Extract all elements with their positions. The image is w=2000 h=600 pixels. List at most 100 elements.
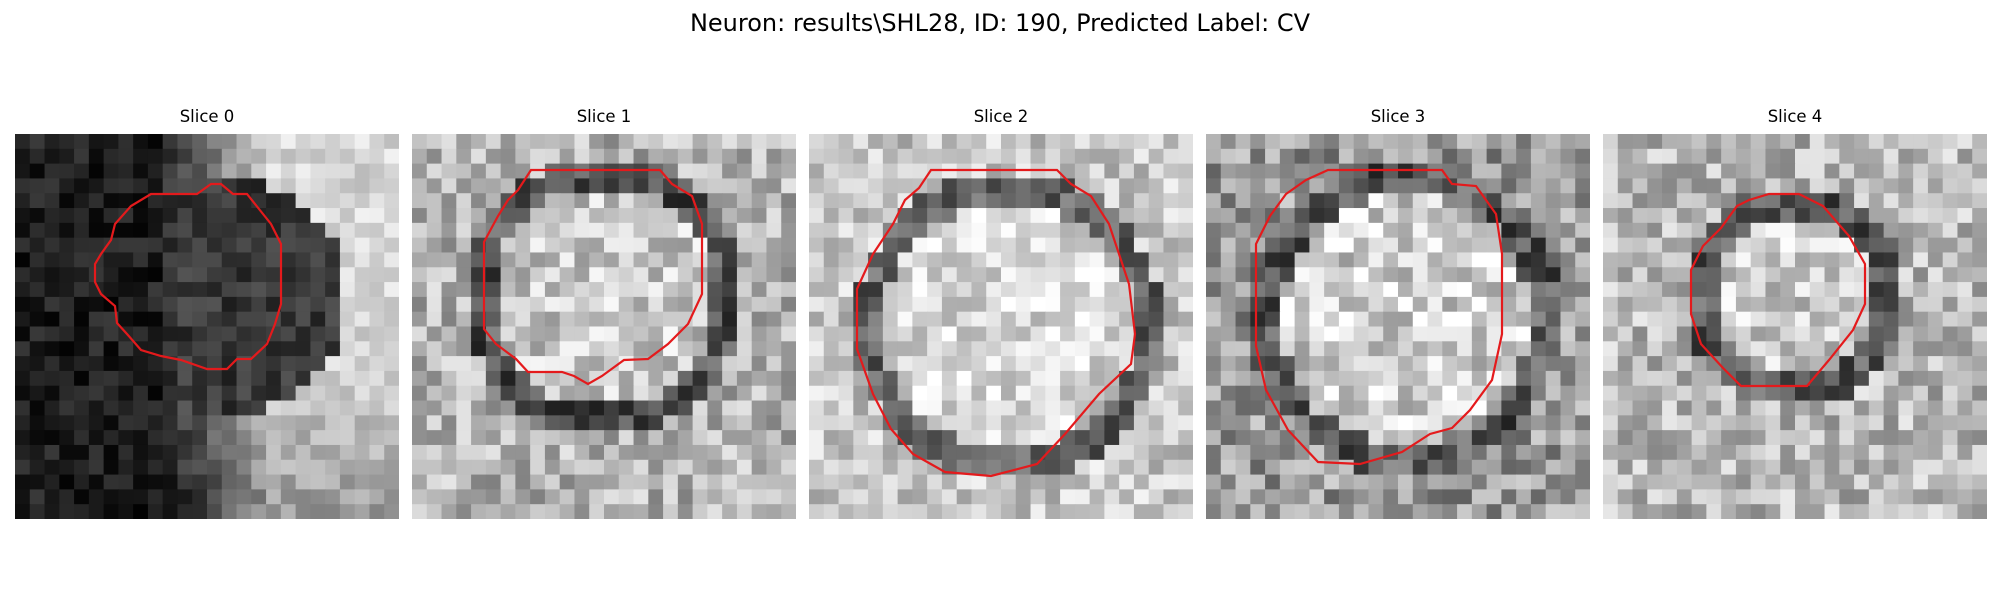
- pixel-cell: [133, 267, 149, 283]
- pixel-cell: [559, 237, 576, 254]
- pixel-cell: [162, 385, 179, 402]
- pixel-cell: [162, 282, 179, 298]
- pixel-cell: [1516, 415, 1532, 431]
- pixel-cell: [1972, 459, 1987, 476]
- pixel-cell: [1060, 178, 1076, 194]
- pixel-cell: [1898, 237, 1914, 254]
- pixel-cell: [1913, 148, 1929, 165]
- pixel-cell: [663, 341, 679, 357]
- pixel-cell: [1045, 489, 1061, 505]
- pixel-cell: [1972, 504, 1987, 519]
- pixel-cell: [1442, 474, 1458, 490]
- pixel-cell: [44, 341, 60, 357]
- pixel-cell: [648, 208, 664, 224]
- pixel-cell: [384, 134, 399, 150]
- pixel-cell: [1691, 252, 1707, 268]
- pixel-cell: [412, 163, 428, 180]
- pixel-cell: [1913, 178, 1929, 194]
- pixel-cell: [1809, 415, 1826, 431]
- pixel-cell: [251, 237, 267, 254]
- pixel-cell: [1427, 178, 1443, 194]
- pixel-cell: [251, 444, 267, 461]
- pixel-cell: [1148, 474, 1165, 490]
- pixel-cell: [1148, 222, 1165, 239]
- pixel-cell: [310, 489, 326, 505]
- pixel-cell: [1074, 252, 1091, 268]
- pixel-cell: [1309, 326, 1325, 342]
- pixel-cell: [1750, 237, 1767, 254]
- pixel-cell: [1148, 296, 1165, 313]
- pixel-cell: [736, 415, 753, 431]
- pixel-cell: [648, 134, 664, 150]
- pixel-cell: [1309, 222, 1325, 239]
- pixel-cell: [1530, 400, 1547, 416]
- pixel-cell: [118, 504, 134, 519]
- pixel-cell: [574, 282, 590, 298]
- pixel-cell: [1309, 444, 1325, 461]
- pixel-cell: [574, 430, 590, 446]
- pixel-cell: [1294, 385, 1310, 402]
- pixel-cell: [1427, 341, 1443, 357]
- pixel-cell: [574, 356, 590, 372]
- pixel-cell: [1780, 208, 1796, 224]
- pixel-cell: [1074, 296, 1091, 313]
- pixel-cell: [677, 237, 694, 254]
- pixel-cell: [1030, 311, 1046, 328]
- pixel-cell: [618, 341, 635, 357]
- pixel-cell: [1250, 385, 1266, 402]
- pixel-cell: [1603, 208, 1619, 224]
- pixel-cell: [1854, 148, 1870, 165]
- pixel-cell: [1676, 459, 1693, 476]
- pixel-cell: [1133, 356, 1150, 372]
- pixel-cell: [1338, 356, 1355, 372]
- pixel-cell: [236, 134, 252, 150]
- pixel-cell: [1119, 415, 1135, 431]
- pixel-cell: [1676, 356, 1693, 372]
- pixel-cell: [1294, 252, 1310, 268]
- pixel-cell: [59, 370, 75, 387]
- pixel-cell: [823, 400, 840, 416]
- pixel-cell: [59, 489, 75, 505]
- pixel-cell: [162, 341, 179, 357]
- pixel-cell: [1676, 444, 1693, 461]
- pixel-cell: [1279, 385, 1296, 402]
- pixel-cell: [618, 385, 635, 402]
- pixel-cell: [1324, 252, 1340, 268]
- pixel-cell: [1530, 444, 1547, 461]
- pixel-cell: [369, 193, 385, 209]
- pixel-cell: [838, 489, 854, 505]
- pixel-cell: [1279, 311, 1296, 328]
- pixel-cell: [485, 163, 502, 180]
- pixel-cell: [736, 252, 753, 268]
- pixel-cell: [1676, 134, 1693, 150]
- pixel-cell: [1486, 178, 1502, 194]
- pixel-cell: [1412, 252, 1429, 268]
- pixel-cell: [618, 296, 635, 313]
- pixel-cell: [1545, 385, 1562, 402]
- pixel-cell: [1913, 134, 1929, 150]
- pixel-cell: [1338, 134, 1355, 150]
- pixel-cell: [147, 267, 164, 283]
- pixel-cell: [162, 267, 179, 283]
- pixel-cell: [1765, 296, 1781, 313]
- pixel-cell: [1235, 252, 1251, 268]
- pixel-cell: [251, 474, 267, 490]
- pixel-cell: [1913, 474, 1929, 490]
- pixel-cell: [677, 193, 694, 209]
- pixel-cell: [412, 222, 428, 239]
- pixel-cell: [941, 370, 958, 387]
- pixel-cell: [1501, 356, 1517, 372]
- slice-2-pixels: [809, 134, 1193, 519]
- pixel-cell: [192, 311, 208, 328]
- pixel-cell: [310, 252, 326, 268]
- pixel-cell: [736, 489, 753, 505]
- pixel-cell: [1883, 193, 1899, 209]
- pixel-cell: [1030, 134, 1046, 150]
- pixel-cell: [1662, 370, 1678, 387]
- pixel-cell: [1750, 370, 1767, 387]
- pixel-cell: [1545, 444, 1562, 461]
- pixel-cell: [369, 178, 385, 194]
- pixel-cell: [221, 237, 238, 254]
- pixel-cell: [1163, 134, 1179, 150]
- pixel-cell: [1235, 178, 1251, 194]
